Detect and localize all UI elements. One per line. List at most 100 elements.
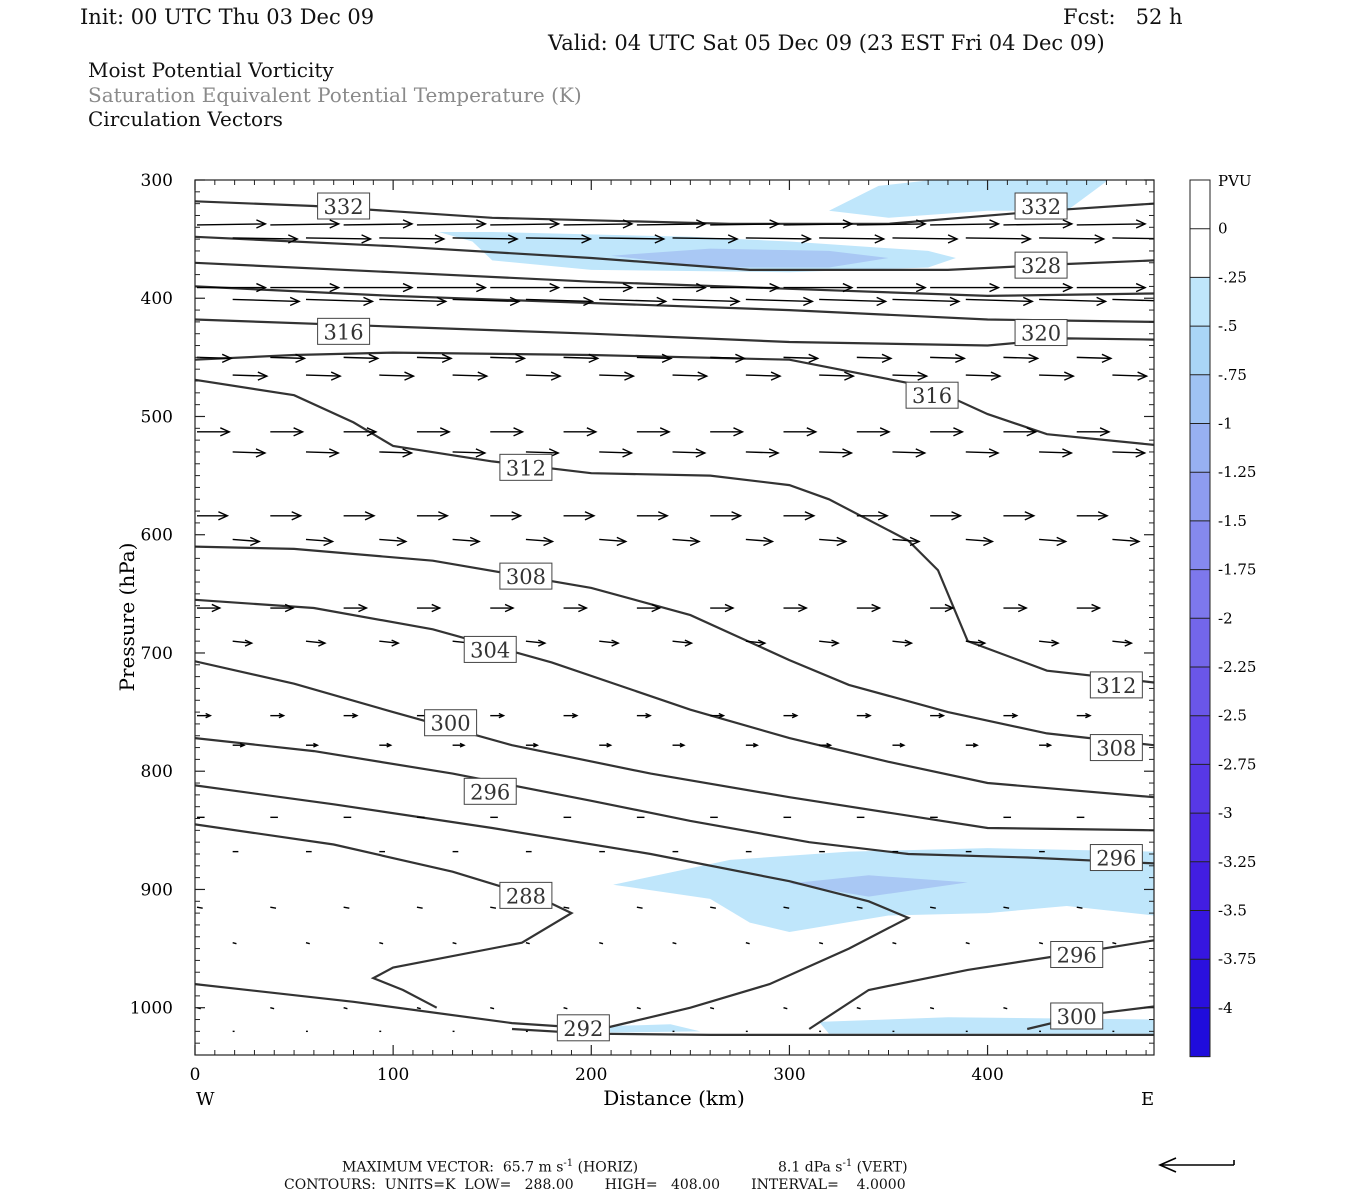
contour-label: 308 <box>1096 737 1136 761</box>
y-tick-label: 800 <box>141 762 173 782</box>
vector-arrow <box>452 451 485 454</box>
vector-arrow-head <box>543 536 555 547</box>
vector-arrow <box>305 941 310 945</box>
x-axis-title: Distance (km) <box>603 1086 745 1110</box>
vector-arrow-head <box>513 427 525 437</box>
contour-label: 332 <box>324 195 364 219</box>
contour-label: 332 <box>1021 195 1061 219</box>
contour-line-10 <box>195 737 1154 865</box>
vector-arrow-head <box>239 742 246 748</box>
vector-arrow <box>965 538 993 543</box>
vector-arrow <box>599 374 634 377</box>
vector-arrow <box>379 451 412 454</box>
vector-arrow-head <box>909 536 921 547</box>
vector-arrow <box>892 298 959 303</box>
vector-arrow-head <box>1021 234 1033 244</box>
contour-label: 304 <box>470 638 510 662</box>
contour-label-box <box>1089 844 1143 872</box>
vector-arrow <box>930 356 965 360</box>
contour-label-box <box>556 1014 610 1042</box>
vector-arrow-head <box>257 371 269 381</box>
vector-arrow-head <box>323 536 335 547</box>
colorbar-unit: PVU <box>1218 172 1252 190</box>
vector-arrow-head <box>358 603 369 613</box>
vector-arrow <box>856 906 863 909</box>
vector-arrow <box>452 941 457 945</box>
vector-arrow <box>930 223 999 226</box>
vector-arrow-head <box>904 639 914 647</box>
vector-arrow <box>563 356 598 360</box>
vector-arrow-head <box>438 511 450 521</box>
contour-line-9 <box>195 660 1154 832</box>
vector-arrow-head <box>366 427 378 437</box>
vector-arrow-head <box>293 427 305 437</box>
vector-arrow-head <box>724 603 735 613</box>
vector-arrow <box>1039 538 1066 543</box>
vector-arrow-head <box>804 511 816 521</box>
vector-arrow <box>783 223 852 226</box>
vector-arrow <box>525 538 553 543</box>
colorbar-swatch <box>1190 667 1210 717</box>
vector-arrow <box>672 538 700 543</box>
vector-arrow <box>965 451 999 454</box>
vector-arrow-head <box>989 282 1001 293</box>
vector-arrow <box>710 1007 715 1010</box>
contour-label: 312 <box>506 456 546 480</box>
vector-arrow <box>1076 906 1083 909</box>
contour-label-box <box>1014 251 1068 279</box>
contour-label-box <box>463 635 517 663</box>
vector-arrow <box>379 374 414 377</box>
vector-arrow-head <box>798 603 809 613</box>
vector-arrow-head <box>581 234 593 244</box>
vector-arrow-head <box>1135 448 1147 458</box>
vector-arrow-head <box>295 353 307 364</box>
vector-arrow <box>196 906 203 909</box>
x-tick-label: 200 <box>575 1065 607 1085</box>
vector-arrow-head <box>211 603 222 613</box>
vector-arrow-head <box>318 639 327 647</box>
vector-arrow-head <box>386 742 393 748</box>
contour-label: 296 <box>470 780 510 804</box>
vector-arrow-head <box>695 448 707 458</box>
vector-arrow-head <box>363 296 375 307</box>
colorbar-label: -.25 <box>1218 268 1247 286</box>
vector-arrow-head <box>801 234 813 244</box>
contour-label: 308 <box>506 565 546 589</box>
vector-arrow-head <box>391 639 400 647</box>
vector-arrow-head <box>328 448 340 458</box>
vector-arrow-head <box>611 639 620 647</box>
colorbar-label: -3 <box>1218 804 1233 822</box>
vector-arrow-head <box>571 712 579 719</box>
vector-arrow <box>745 451 779 454</box>
vector-arrow <box>819 298 886 303</box>
vector-arrow-head <box>949 296 961 307</box>
vector-arrow <box>1039 298 1106 303</box>
contour-label-box <box>1089 671 1143 699</box>
vector-arrow-head <box>865 712 872 719</box>
vector-arrow <box>929 1007 935 1010</box>
colorbar-label: -.5 <box>1218 317 1237 335</box>
vector-arrow-head <box>1135 219 1147 229</box>
vector-arrow <box>819 237 884 240</box>
valid-time: Valid: 04 UTC Sat 05 Dec 09 (23 EST Fri … <box>548 31 1105 55</box>
vector-arrow-head <box>808 353 820 364</box>
vector-arrow <box>965 640 985 644</box>
vector-arrow <box>745 298 813 303</box>
vector-arrow-head <box>511 511 523 521</box>
vector-arrow <box>745 640 765 644</box>
vector-arrow <box>599 538 626 543</box>
contour-label: 320 <box>1021 322 1061 346</box>
contour-labels: 332 332 328 320 316 316 312 312 308 308 304 300 296 2… <box>317 192 1143 1042</box>
vector-arrow-head <box>731 511 743 521</box>
vector-arrow-head <box>507 234 519 244</box>
colorbar-swatch <box>1190 861 1210 911</box>
vector-arrow-head <box>763 536 775 547</box>
vector-arrow <box>599 298 666 303</box>
vector-arrow <box>1003 223 1072 226</box>
vector-arrow <box>490 223 559 226</box>
vector-arrow-head <box>988 448 1000 458</box>
y-tick-label: 700 <box>141 644 173 664</box>
vector-arrow-head <box>583 296 595 307</box>
vector-arrow-head <box>917 371 929 381</box>
vector-arrow-head <box>955 353 967 364</box>
